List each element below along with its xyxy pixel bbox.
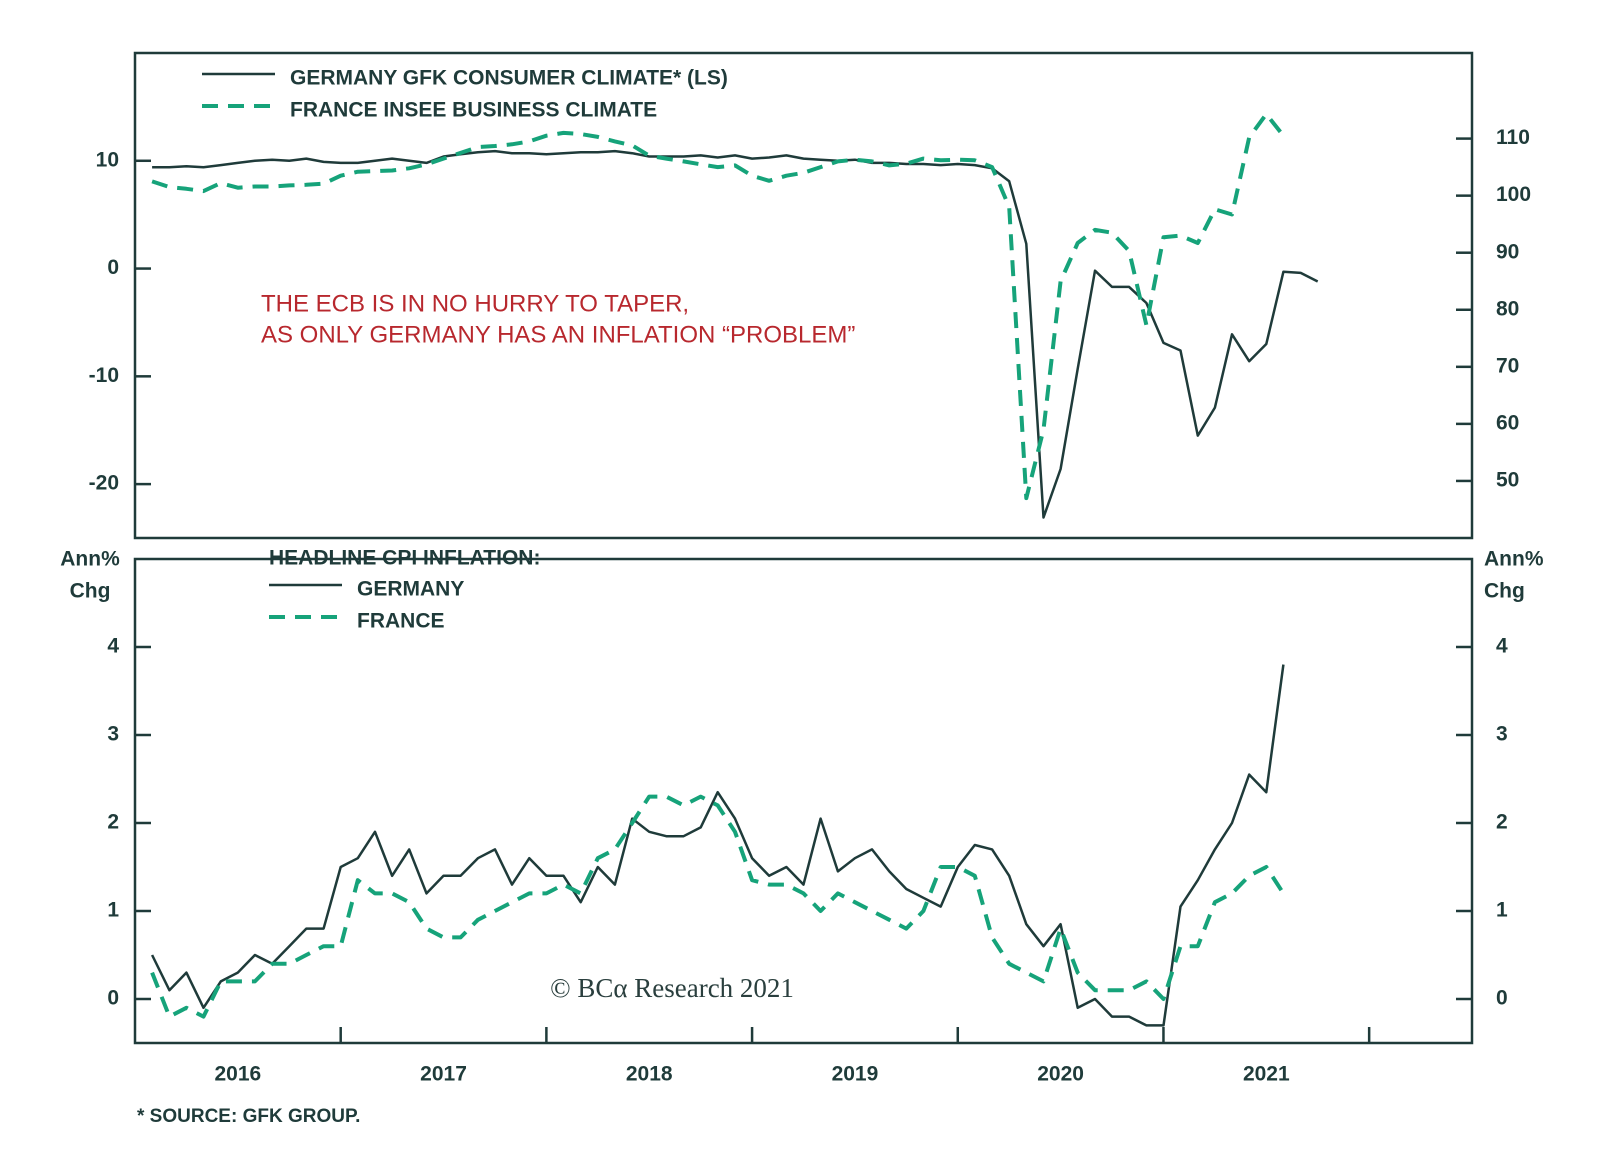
- watermark: © BCα Research 2021: [550, 973, 794, 1003]
- y2-tick-label: 50: [1496, 468, 1519, 491]
- y-tick-label: 4: [107, 635, 119, 658]
- y-tick-label: 0: [107, 256, 119, 279]
- y-axis-label: Ann%: [60, 548, 120, 571]
- y2-tick-label: 70: [1496, 354, 1519, 377]
- legend-label: GERMANY: [357, 578, 464, 601]
- y-tick-label: 2: [107, 811, 119, 834]
- x-tick-label: 2019: [832, 1063, 879, 1086]
- x-tick-label: 2020: [1037, 1063, 1084, 1086]
- x-tick-label: 2017: [420, 1063, 467, 1086]
- legend-label: GERMANY GFK CONSUMER CLIMATE* (LS): [290, 67, 728, 90]
- series-line: [152, 149, 1319, 519]
- y-axis-label: Chg: [70, 580, 111, 603]
- y2-axis-label: Chg: [1484, 580, 1525, 603]
- y2-tick-label: 3: [1496, 723, 1508, 746]
- y2-tick-label: 60: [1496, 411, 1519, 434]
- y2-tick-label: 90: [1496, 240, 1519, 263]
- y-tick-label: -20: [89, 472, 119, 495]
- y-tick-label: 0: [107, 987, 119, 1010]
- legend-label: FRANCE: [357, 610, 445, 633]
- y-tick-label: 10: [96, 148, 119, 171]
- y2-axis-label: Ann%: [1484, 548, 1544, 571]
- x-tick-label: 2018: [626, 1063, 673, 1086]
- y2-tick-label: 1: [1496, 899, 1508, 922]
- series-line: [151, 112, 1285, 501]
- plot-frame: [133, 51, 1474, 540]
- y2-tick-label: 110: [1496, 126, 1530, 149]
- x-tick-label: 2021: [1243, 1063, 1290, 1086]
- y2-tick-label: 4: [1496, 635, 1508, 658]
- y2-tick-label: 100: [1496, 183, 1531, 206]
- plot-frame: [133, 557, 1474, 1045]
- y-tick-label: 1: [107, 899, 119, 922]
- y-tick-label: -10: [89, 364, 119, 387]
- annotation: AS ONLY GERMANY HAS AN INFLATION “PROBLE…: [261, 321, 855, 348]
- series-line: [150, 794, 1286, 1019]
- legend-title: HEADLINE CPI INFLATION:: [269, 547, 540, 570]
- legend-label: FRANCE INSEE BUSINESS CLIMATE: [290, 99, 657, 122]
- y2-tick-label: 2: [1496, 811, 1508, 834]
- y2-tick-label: 80: [1496, 297, 1519, 320]
- series-line: [150, 664, 1285, 1027]
- y-tick-label: 3: [107, 723, 119, 746]
- x-tick-label: 2016: [214, 1063, 261, 1086]
- annotation: THE ECB IS IN NO HURRY TO TAPER,: [261, 290, 689, 317]
- y2-tick-label: 0: [1496, 987, 1508, 1010]
- footnote: * SOURCE: GFK GROUP.: [137, 1106, 360, 1127]
